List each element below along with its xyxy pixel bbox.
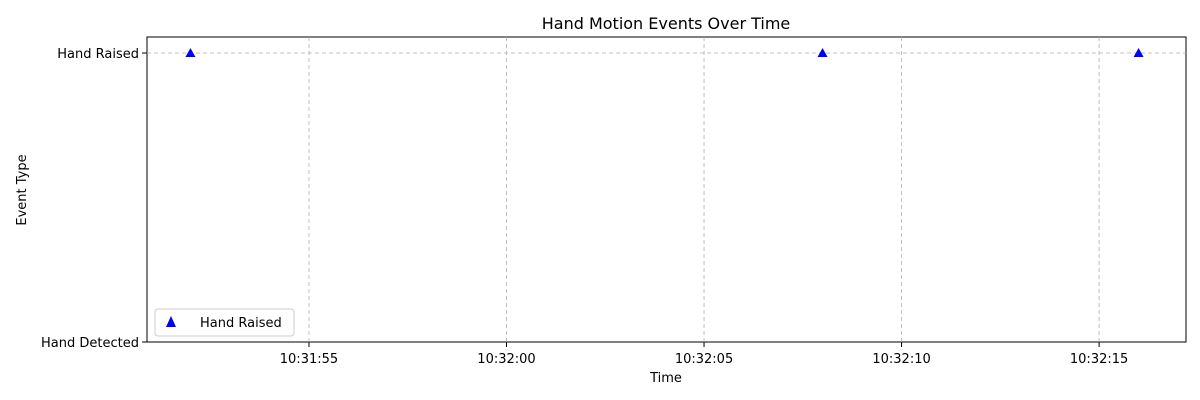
data-point: [1133, 48, 1144, 57]
legend-marker: [166, 316, 176, 327]
data-point: [817, 48, 828, 57]
x-tick-label: 10:31:55: [280, 352, 338, 367]
data-point: [185, 48, 196, 57]
y-tick-label: Hand Raised: [57, 47, 139, 62]
x-tick-label: 10:32:00: [477, 352, 535, 367]
x-axis-label: Time: [649, 371, 682, 386]
y-tick-label: Hand Detected: [41, 336, 139, 351]
x-tick-label: 10:32:15: [1070, 352, 1128, 367]
legend-box: [154, 308, 295, 337]
chart-title: Hand Motion Events Over Time: [542, 14, 791, 33]
legend: Hand Raised: [154, 308, 295, 337]
y-axis-label: Event Type: [15, 154, 30, 225]
x-axis: 10:31:55 10:32:00 10:32:05 10:32:10 10:32:15: [280, 342, 1128, 367]
x-tick-label: 10:32:05: [675, 352, 733, 367]
legend-label: Hand Raised: [200, 316, 282, 331]
x-tick-label: 10:32:10: [872, 352, 930, 367]
plot-area: [146, 36, 1187, 343]
y-axis: Hand Detected Hand Raised: [41, 47, 147, 351]
series-hand-raised: [185, 48, 1144, 57]
grid: [147, 37, 1186, 342]
